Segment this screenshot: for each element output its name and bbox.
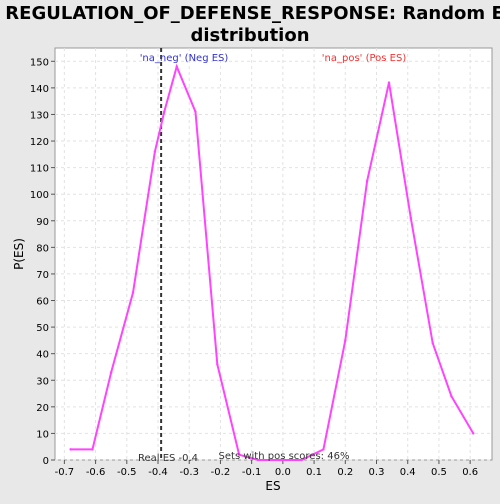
data-point (431, 341, 434, 345)
pos-es-label: 'na_pos' (Pos ES) (322, 53, 407, 64)
x-tick-label: 0.1 (306, 467, 322, 478)
y-tick-label: 140 (30, 84, 49, 95)
data-point (153, 150, 157, 153)
y-tick-label: 10 (36, 429, 49, 440)
y-tick-label: 130 (30, 110, 49, 121)
data-point (450, 395, 453, 398)
y-tick-label: 100 (30, 190, 49, 201)
data-point (109, 371, 113, 374)
data-point (131, 291, 135, 294)
y-tick-label: 60 (36, 297, 49, 308)
data-point (69, 448, 72, 451)
x-tick-label: -0.3 (179, 467, 199, 478)
data-point (300, 458, 303, 462)
x-tick-label: 0.5 (431, 467, 447, 478)
x-tick-label: -0.1 (242, 467, 262, 478)
y-tick-label: 50 (36, 323, 49, 334)
data-point (256, 458, 260, 462)
y-tick-label: 80 (36, 243, 49, 254)
data-point (91, 448, 94, 451)
data-point (278, 458, 281, 462)
y-axis-label: P(ES) (12, 238, 26, 270)
data-point (194, 110, 197, 113)
data-point (175, 65, 178, 68)
y-tick-label: 0 (43, 456, 49, 467)
x-tick-label: 0.4 (400, 467, 416, 478)
neg-es-label: 'na_neg' (Neg ES) (140, 53, 229, 64)
x-tick-label: 0.3 (369, 467, 385, 478)
data-point (237, 453, 241, 456)
plot-area (54, 47, 493, 461)
y-tick-label: 110 (30, 164, 49, 175)
y-tick-label: 150 (30, 57, 49, 68)
data-point (216, 363, 219, 366)
chart-title-line-1: REGULATION_OF_DEFENSE_RESPONSE: Random E… (5, 3, 500, 24)
y-tick-label: 90 (36, 217, 49, 228)
x-tick-label: 0.2 (337, 467, 353, 478)
y-tick-label: 120 (30, 137, 49, 148)
y-tick-label: 40 (36, 350, 49, 361)
x-tick-label: 0.0 (275, 467, 291, 478)
data-point (472, 432, 475, 435)
data-point (365, 179, 369, 183)
data-point (387, 81, 391, 84)
y-tick-label: 30 (36, 376, 49, 387)
y-tick-label: 70 (36, 270, 49, 281)
x-tick-label: -0.4 (148, 467, 168, 478)
x-tick-label: -0.6 (86, 467, 106, 478)
data-point (344, 339, 347, 342)
chart-title-line-2: distribution (190, 25, 309, 46)
x-tick-label: -0.7 (55, 467, 75, 478)
y-axis: 0 10 20 30 40 50 60 70 80 90 100 110 120 130 140 150 (30, 57, 55, 467)
grid-lines (55, 48, 492, 461)
pos-scores-label: Sets with pos scores: 46% (219, 451, 350, 462)
data-point (322, 448, 325, 451)
x-tick-label: 0.6 (462, 467, 478, 478)
y-tick-label: 20 (36, 403, 49, 414)
x-axis-label: ES (265, 479, 280, 493)
series-points (69, 65, 475, 462)
data-point (163, 110, 166, 113)
x-axis: -0.7 -0.6 -0.5 -0.4 -0.3 -0.2 -0.1 0.0 0.1 0.2 0.3… (55, 460, 478, 478)
data-point (409, 216, 413, 220)
x-tick-label: -0.2 (211, 467, 231, 478)
x-tick-label: -0.5 (117, 467, 137, 478)
real-es-label: Real ES -0.4 (138, 453, 198, 464)
